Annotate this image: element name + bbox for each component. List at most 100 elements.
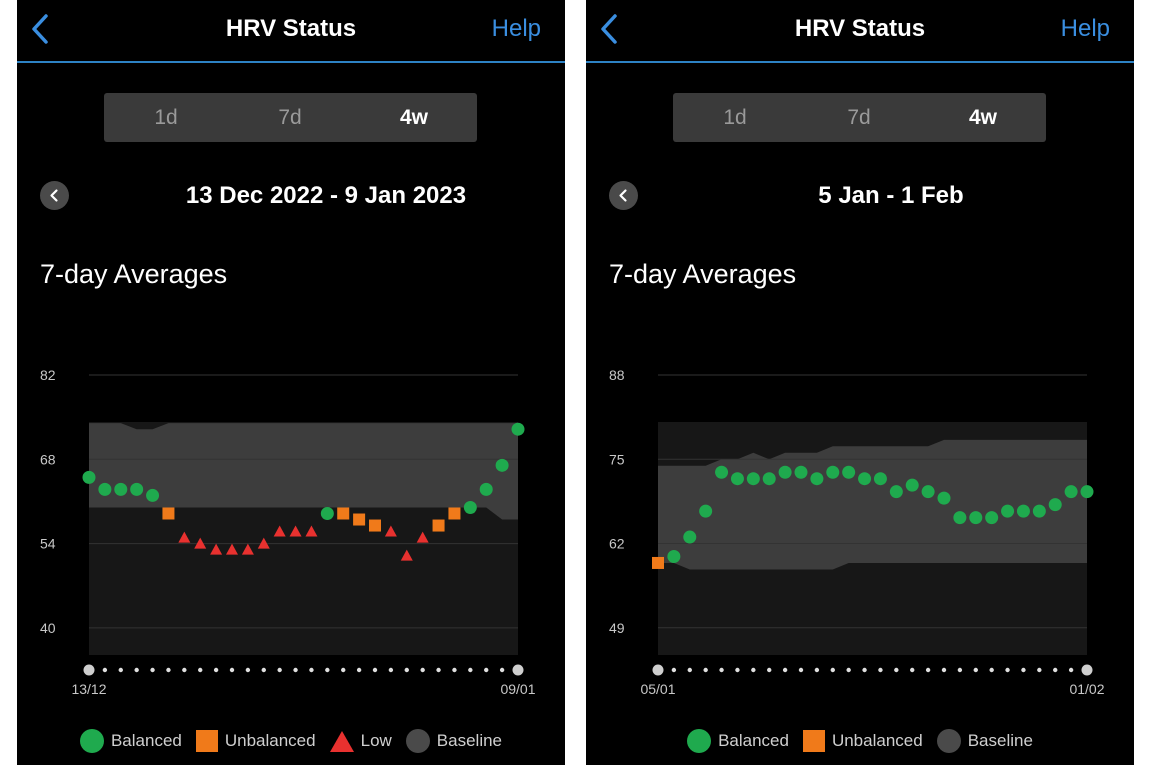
baseline-band <box>658 439 1087 570</box>
nav-header: HRV Status Help <box>586 0 1134 63</box>
tab-4w[interactable]: 4w <box>399 106 428 129</box>
x-axis-day-dot <box>102 667 108 673</box>
nav-header: HRV Status Help <box>17 0 565 63</box>
legend-item-balanced: Balanced <box>687 729 789 753</box>
data-point-balanced <box>699 504 713 518</box>
x-axis-day-dot <box>404 667 409 673</box>
legend-item-baseline: Baseline <box>405 729 503 753</box>
data-point-low <box>416 531 429 543</box>
data-point-balanced <box>746 472 760 486</box>
section-title: 7-day Averages <box>609 259 797 289</box>
data-point-balanced <box>1064 485 1078 499</box>
x-axis-day-dot <box>341 667 346 673</box>
data-point-low <box>241 543 254 555</box>
chevron-left-icon <box>50 189 58 202</box>
legend-label: Baseline <box>436 731 503 750</box>
data-point-low <box>178 531 191 543</box>
x-tick-label: 01/02 <box>1069 681 1104 697</box>
data-point-balanced <box>778 465 792 479</box>
data-point-unbalanced <box>369 519 381 532</box>
x-axis-day-dot <box>134 667 139 673</box>
x-axis-day-dot <box>499 667 505 673</box>
help-link[interactable]: Help <box>491 15 541 42</box>
x-axis-day-dot <box>798 667 804 673</box>
x-axis-day-dot <box>198 667 203 673</box>
page-title: HRV Status <box>225 15 357 42</box>
back-chevron-icon[interactable] <box>596 12 622 46</box>
help-link[interactable]: Help <box>1060 15 1110 42</box>
y-tick-label: 82 <box>40 367 56 383</box>
x-axis-day-dot <box>830 667 835 673</box>
hrv-chart: 49 62 75 88 05/01 01/02 <box>609 367 1105 697</box>
x-axis-day-dot <box>245 667 251 673</box>
data-point-balanced <box>921 485 935 499</box>
x-axis-day-dot <box>372 667 378 673</box>
tab-4w[interactable]: 4w <box>968 106 997 129</box>
data-point-balanced <box>463 500 477 514</box>
x-axis-day-dot <box>166 667 171 673</box>
data-point-balanced <box>130 482 144 496</box>
chevron-left-icon <box>619 189 627 202</box>
data-point-balanced <box>873 472 887 486</box>
baseline-marker <box>405 729 430 753</box>
data-point-balanced <box>98 482 112 496</box>
x-axis-day-dot <box>1068 667 1074 673</box>
x-axis-day-dot <box>941 667 947 673</box>
x-axis-day-dot <box>436 667 441 673</box>
x-axis-day-dot <box>687 667 692 673</box>
data-point-low <box>289 525 302 537</box>
x-axis-day-dot <box>1037 667 1042 673</box>
x-axis-day-dot <box>468 667 473 673</box>
x-axis-day-dot <box>735 667 740 673</box>
data-point-balanced <box>810 472 824 486</box>
x-axis-day-dot <box>277 667 282 673</box>
balanced-marker <box>687 729 712 753</box>
x-axis-day-dot <box>420 667 425 673</box>
x-axis-day-dot <box>182 667 187 673</box>
x-axis-day-dot <box>846 667 851 673</box>
chart-legend: Balanced Unbalanced Low Baseline <box>17 727 565 755</box>
data-point-balanced <box>1032 504 1046 518</box>
data-point-balanced <box>1080 485 1094 499</box>
x-axis-day-dot <box>989 667 994 673</box>
data-point-balanced <box>320 506 334 520</box>
tab-1d[interactable]: 1d <box>723 106 747 129</box>
tab-1d[interactable]: 1d <box>154 106 178 129</box>
data-point-unbalanced <box>652 556 664 569</box>
data-point-balanced <box>146 488 160 502</box>
tab-7d[interactable]: 7d <box>278 106 302 129</box>
x-axis-day-dot <box>261 667 266 673</box>
data-point-balanced <box>826 465 840 479</box>
previous-range-button[interactable] <box>609 181 638 210</box>
data-point-low <box>210 543 223 555</box>
x-axis-end-marker <box>652 664 664 676</box>
x-axis-day-dot <box>782 667 788 673</box>
legend-label: Unbalanced <box>831 731 923 750</box>
x-tick-label: 05/01 <box>640 681 675 697</box>
legend-label: Unbalanced <box>224 731 316 750</box>
x-axis-day-dot <box>862 667 867 673</box>
data-point-balanced <box>715 465 729 479</box>
y-tick-label: 88 <box>609 367 625 383</box>
x-axis-day-dot <box>894 667 899 673</box>
data-point-balanced <box>82 470 96 484</box>
x-axis-day-dot <box>925 667 931 673</box>
x-axis-end-marker <box>83 664 95 676</box>
data-point-unbalanced <box>448 507 461 520</box>
tab-7d[interactable]: 7d <box>847 106 871 129</box>
x-axis-day-dot <box>213 667 219 673</box>
balanced-marker <box>79 729 104 753</box>
back-chevron-icon[interactable] <box>27 12 53 46</box>
data-point-unbalanced <box>432 519 445 532</box>
hrv-chart: 40 54 68 82 13/12 09/01 <box>40 367 536 697</box>
legend-item-low: Low <box>329 730 392 752</box>
y-tick-label: 54 <box>40 536 56 552</box>
data-point-balanced <box>683 530 697 544</box>
legend-label: Baseline <box>967 731 1033 750</box>
x-axis-day-dot <box>957 667 963 673</box>
y-tick-label: 49 <box>609 620 625 636</box>
data-point-balanced <box>858 472 872 486</box>
x-axis-day-dot <box>484 667 489 673</box>
previous-range-button[interactable] <box>40 181 69 210</box>
x-axis-day-dot <box>293 667 298 673</box>
